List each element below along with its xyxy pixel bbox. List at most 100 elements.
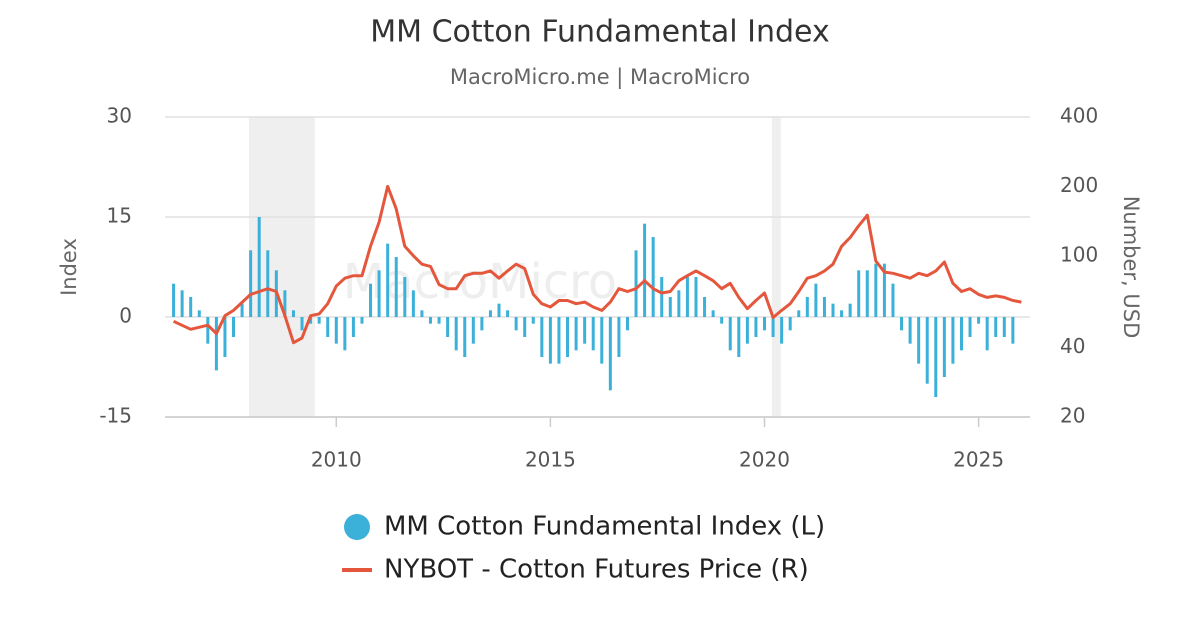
bar bbox=[232, 317, 236, 337]
bar bbox=[591, 317, 595, 351]
y-tick-label: 0 bbox=[119, 304, 132, 328]
bar bbox=[617, 317, 621, 357]
bar bbox=[874, 263, 878, 317]
bar bbox=[882, 263, 886, 317]
bar bbox=[386, 243, 390, 317]
legend-label: MM Cotton Fundamental Index (L) bbox=[384, 512, 825, 542]
bar bbox=[574, 317, 578, 351]
chart-subtitle: MacroMicro.me | MacroMicro bbox=[450, 65, 750, 90]
legend-swatch bbox=[344, 514, 370, 540]
legend-item: MM Cotton Fundamental Index (L) bbox=[344, 512, 825, 542]
bar bbox=[189, 297, 193, 317]
bar bbox=[557, 317, 561, 364]
bar bbox=[343, 317, 347, 351]
bar bbox=[291, 310, 295, 317]
bar bbox=[369, 283, 373, 317]
bar bbox=[643, 223, 647, 317]
bar bbox=[703, 297, 707, 317]
bar bbox=[514, 317, 518, 331]
bar bbox=[172, 283, 176, 317]
bar bbox=[754, 317, 758, 337]
bar bbox=[625, 317, 629, 331]
watermark: MacroMicro bbox=[343, 254, 617, 310]
bar bbox=[180, 290, 184, 317]
chart-title: MM Cotton Fundamental Index bbox=[370, 15, 829, 50]
y2-tick-label: 100 bbox=[1060, 242, 1098, 266]
y2-tick-label: 200 bbox=[1060, 173, 1098, 197]
bar bbox=[309, 317, 313, 324]
bar bbox=[925, 317, 929, 384]
bar bbox=[566, 317, 570, 357]
bar bbox=[446, 317, 450, 337]
bar bbox=[857, 270, 861, 317]
bar bbox=[249, 250, 253, 317]
shaded-period bbox=[771, 117, 781, 417]
bar bbox=[300, 317, 304, 331]
bar bbox=[257, 217, 261, 317]
bar bbox=[651, 237, 655, 317]
bar bbox=[951, 317, 955, 364]
bar bbox=[814, 283, 818, 317]
y2-tick-label: 400 bbox=[1060, 104, 1098, 128]
bar bbox=[822, 297, 826, 317]
bar bbox=[283, 290, 287, 317]
bar bbox=[840, 310, 844, 317]
bar bbox=[668, 297, 672, 317]
bar bbox=[488, 310, 492, 317]
y2-tick-label: 40 bbox=[1060, 334, 1085, 358]
y-tick-label: 30 bbox=[107, 104, 132, 128]
bar bbox=[463, 317, 467, 357]
bar bbox=[780, 317, 784, 344]
bar bbox=[917, 317, 921, 364]
bar bbox=[360, 317, 364, 324]
bar bbox=[942, 317, 946, 377]
bar bbox=[214, 317, 218, 371]
bar bbox=[977, 317, 981, 324]
bar bbox=[711, 310, 715, 317]
bar bbox=[454, 317, 458, 351]
bar bbox=[480, 317, 484, 331]
y-axis-title: Index bbox=[57, 238, 81, 296]
bar bbox=[745, 317, 749, 344]
bar bbox=[240, 303, 244, 317]
bar bbox=[848, 303, 852, 317]
bar bbox=[685, 277, 689, 317]
bar bbox=[959, 317, 963, 351]
bar bbox=[506, 310, 510, 317]
bar bbox=[437, 317, 441, 324]
bar bbox=[720, 317, 724, 324]
bar bbox=[394, 257, 398, 317]
bar bbox=[206, 317, 210, 344]
bar bbox=[788, 317, 792, 331]
bar bbox=[531, 317, 535, 324]
x-tick-label: 2015 bbox=[525, 448, 576, 472]
x-tick-label: 2020 bbox=[739, 448, 790, 472]
bar bbox=[771, 317, 775, 337]
bar bbox=[334, 317, 338, 344]
bar bbox=[968, 317, 972, 337]
bar bbox=[763, 317, 767, 331]
bar bbox=[908, 317, 912, 344]
bar bbox=[197, 310, 201, 317]
bar bbox=[865, 270, 869, 317]
bar bbox=[660, 277, 664, 317]
bar bbox=[600, 317, 604, 364]
bar bbox=[891, 283, 895, 317]
bar bbox=[728, 317, 732, 351]
y2-axis-title: Number, USD bbox=[1119, 196, 1143, 339]
bar bbox=[994, 317, 998, 337]
bar bbox=[608, 317, 612, 391]
bar bbox=[934, 317, 938, 397]
bar bbox=[471, 317, 475, 344]
bar bbox=[351, 317, 355, 337]
bar bbox=[634, 250, 638, 317]
bar bbox=[737, 317, 741, 357]
bar bbox=[583, 317, 587, 344]
bar bbox=[1002, 317, 1006, 337]
bar bbox=[548, 317, 552, 364]
bar bbox=[523, 317, 527, 337]
bar bbox=[694, 277, 698, 317]
bar bbox=[326, 317, 330, 337]
legend-item: NYBOT - Cotton Futures Price (R) bbox=[342, 555, 809, 585]
